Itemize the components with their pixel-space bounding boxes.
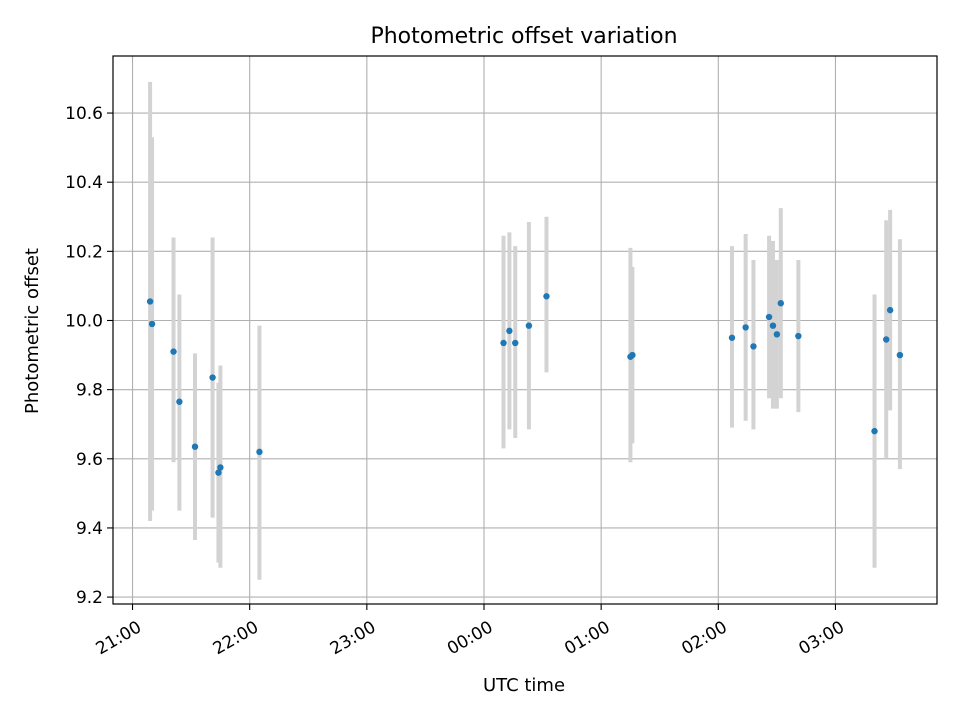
- y-tick-label: 9.4: [76, 519, 103, 539]
- data-point: [146, 298, 154, 305]
- data-point: [871, 427, 878, 435]
- data-point: [750, 343, 757, 350]
- y-tick-label: 9.2: [76, 588, 103, 608]
- data-points: [146, 293, 904, 476]
- y-tick-label: 9.8: [76, 381, 103, 401]
- data-point: [217, 464, 224, 471]
- data-point: [886, 306, 894, 314]
- data-point: [777, 300, 784, 307]
- data-point: [525, 322, 533, 329]
- data-point: [896, 351, 904, 359]
- data-point: [629, 351, 636, 359]
- y-tick-label: 10.0: [65, 311, 103, 331]
- data-point: [170, 348, 177, 355]
- data-point: [191, 443, 199, 450]
- chart-title: Photometric offset variation: [370, 24, 677, 49]
- y-tick-label: 9.6: [76, 450, 103, 470]
- data-point: [176, 398, 183, 405]
- data-point: [769, 322, 777, 329]
- data-point: [765, 313, 773, 321]
- data-point: [506, 327, 513, 335]
- data-point: [773, 331, 781, 338]
- data-point: [543, 293, 550, 300]
- grid: [113, 56, 937, 604]
- data-point: [500, 339, 507, 347]
- data-point: [883, 336, 890, 343]
- data-point: [512, 339, 519, 347]
- x-axis-label: UTC time: [483, 675, 565, 696]
- y-tick-label: 10.4: [65, 173, 103, 193]
- data-point: [215, 469, 222, 476]
- data-point: [209, 374, 216, 381]
- y-axis-label: Photometric offset: [22, 248, 43, 414]
- data-point: [728, 334, 736, 341]
- data-point: [256, 448, 263, 456]
- plot-frame: [112, 55, 938, 605]
- data-point: [148, 320, 156, 328]
- data-point: [795, 332, 802, 340]
- y-tick-label: 10.2: [65, 242, 103, 262]
- y-tick-label: 10.6: [65, 104, 103, 124]
- data-point: [742, 324, 749, 331]
- y-axis: 9.2 9.4 9.6 9.8 10.0 10.2 10.4 10.6: [65, 104, 113, 608]
